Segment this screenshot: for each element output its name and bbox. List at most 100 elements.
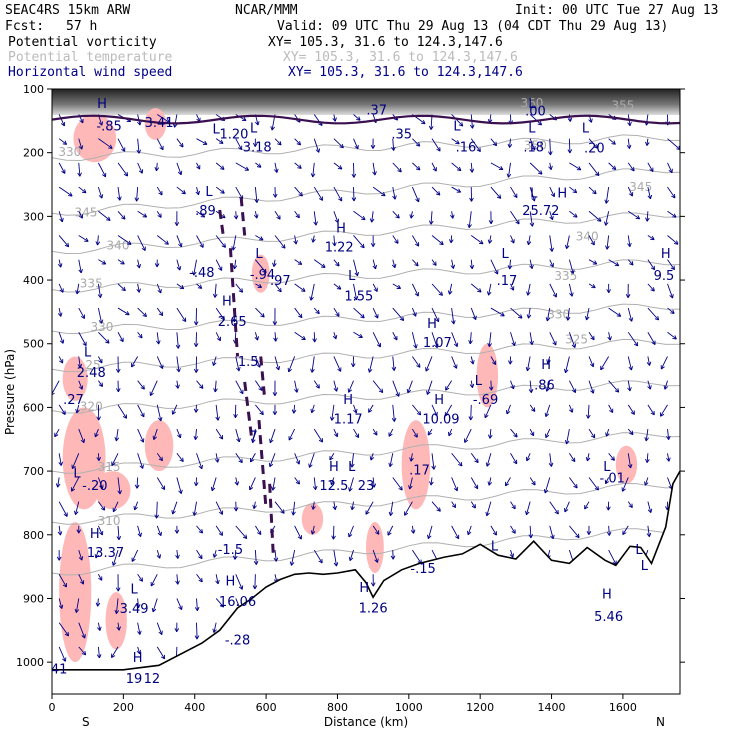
wind-vector — [333, 356, 342, 372]
wind-vector — [255, 259, 267, 274]
wind-vector — [388, 428, 394, 437]
wind-arrowhead — [133, 505, 138, 511]
wind-arrowhead — [414, 292, 419, 297]
x-tick-label: 1200 — [466, 701, 494, 714]
wind-arrowhead — [197, 284, 203, 289]
wind-arrowhead — [571, 343, 577, 348]
wind-vector — [215, 332, 221, 341]
wind-arrowhead — [102, 172, 107, 178]
wind-arrowhead — [259, 410, 264, 416]
wind-vector — [490, 380, 492, 391]
wind-vector — [431, 404, 438, 417]
wind-speed-label: .17 — [497, 274, 518, 289]
wind-arrowhead — [61, 410, 66, 415]
wind-vector — [172, 501, 178, 515]
wind-vector — [510, 211, 520, 225]
wind-arrowhead — [374, 558, 379, 563]
wind-arrowhead — [59, 288, 64, 293]
wind-vector — [58, 186, 73, 197]
wind-vector — [137, 598, 139, 608]
wind-vector — [156, 162, 158, 171]
wind-vector — [627, 404, 635, 415]
wind-arrowhead — [595, 171, 600, 177]
wind-vector — [647, 356, 651, 366]
south-label: S — [82, 715, 90, 729]
wind-vector — [294, 453, 300, 465]
wind-vector — [490, 259, 499, 275]
wind-arrowhead — [630, 166, 635, 172]
wind-vector — [568, 332, 576, 348]
wind-arrowhead — [271, 486, 276, 491]
wind-speed-label: 41 — [51, 663, 68, 678]
wind-vector — [235, 574, 243, 590]
wind-arrowhead — [485, 462, 491, 467]
wind-arrowhead — [549, 247, 554, 252]
wind-vector — [249, 477, 256, 491]
wind-arrowhead — [61, 169, 66, 174]
x-tick-label: 400 — [184, 701, 205, 714]
wind-vector — [294, 138, 301, 146]
wind-vector — [509, 138, 511, 148]
wind-vector — [333, 114, 336, 122]
wind-arrowhead — [332, 505, 338, 510]
wind-arrowhead — [663, 385, 669, 390]
wind-vector — [97, 453, 100, 461]
y-tick-label: 800 — [23, 529, 44, 542]
wind-vector — [549, 332, 557, 346]
wind-vector — [252, 428, 256, 443]
wind-arrowhead — [258, 386, 263, 391]
y-tick-label: 500 — [23, 338, 44, 351]
wind-vector — [588, 356, 594, 367]
wind-arrowhead — [350, 363, 356, 368]
wind-arrowhead — [429, 481, 434, 486]
wind-arrowhead — [58, 604, 64, 609]
wind-speed-label: H — [329, 460, 339, 475]
wind-vector — [137, 404, 145, 418]
wind-vector — [489, 114, 492, 123]
wind-arrowhead — [55, 483, 61, 488]
wind-arrowhead — [238, 585, 244, 590]
wind-vector — [608, 307, 622, 317]
wind-speed-label: 1.5 — [238, 355, 259, 370]
wind-arrowhead — [262, 268, 267, 274]
wind-arrowhead — [78, 214, 83, 219]
wind-arrowhead — [606, 531, 612, 536]
wind-vector — [272, 477, 276, 491]
wind-arrowhead — [478, 240, 484, 245]
wind-vector — [137, 138, 140, 154]
wind-vector — [196, 162, 201, 170]
wind-arrowhead — [537, 121, 543, 126]
wind-arrowhead — [154, 514, 159, 519]
wind-arrowhead — [406, 388, 412, 394]
wind-arrowhead — [436, 507, 441, 512]
wind-vector — [333, 332, 337, 340]
wind-vector — [392, 332, 398, 341]
wind-arrowhead — [192, 271, 197, 276]
wind-arrowhead — [236, 367, 241, 372]
wind-arrowhead — [116, 626, 121, 631]
wind-vector — [588, 259, 598, 265]
wind-vector — [215, 428, 224, 440]
wind-vector — [269, 453, 276, 467]
wind-arrowhead — [152, 435, 157, 440]
wind-speed-label: H — [359, 581, 369, 596]
wind-arrowhead — [82, 341, 87, 347]
wind-arrowhead — [450, 214, 455, 219]
wind-vector — [647, 162, 654, 172]
wind-speed-label: L — [250, 121, 258, 136]
wind-arrowhead — [513, 193, 518, 199]
wind-vector — [470, 453, 479, 463]
wind-vector — [490, 525, 497, 536]
wind-arrowhead — [212, 361, 217, 366]
wind-arrowhead — [372, 171, 377, 176]
wind-arrowhead — [650, 287, 655, 292]
wind-vector — [97, 307, 103, 324]
wind-vector — [58, 138, 67, 145]
wind-speed-label: L — [130, 582, 138, 597]
wind-arrowhead — [635, 215, 641, 220]
wind-arrowhead — [318, 438, 323, 443]
wind-vector — [490, 307, 505, 317]
wind-arrowhead — [175, 580, 180, 585]
field-wind-xy: XY= 105.3, 31.6 to 124.3,147.6 — [288, 65, 523, 80]
wind-vector — [274, 501, 285, 514]
